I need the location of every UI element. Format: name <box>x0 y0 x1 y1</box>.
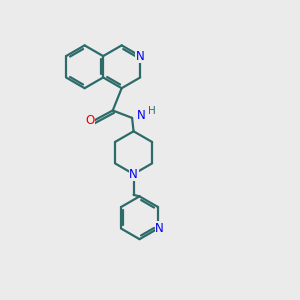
Text: N: N <box>129 168 138 181</box>
Text: N: N <box>155 222 164 235</box>
Text: N: N <box>136 109 145 122</box>
Text: O: O <box>85 114 94 128</box>
Text: H: H <box>148 106 155 116</box>
Text: N: N <box>136 50 145 63</box>
